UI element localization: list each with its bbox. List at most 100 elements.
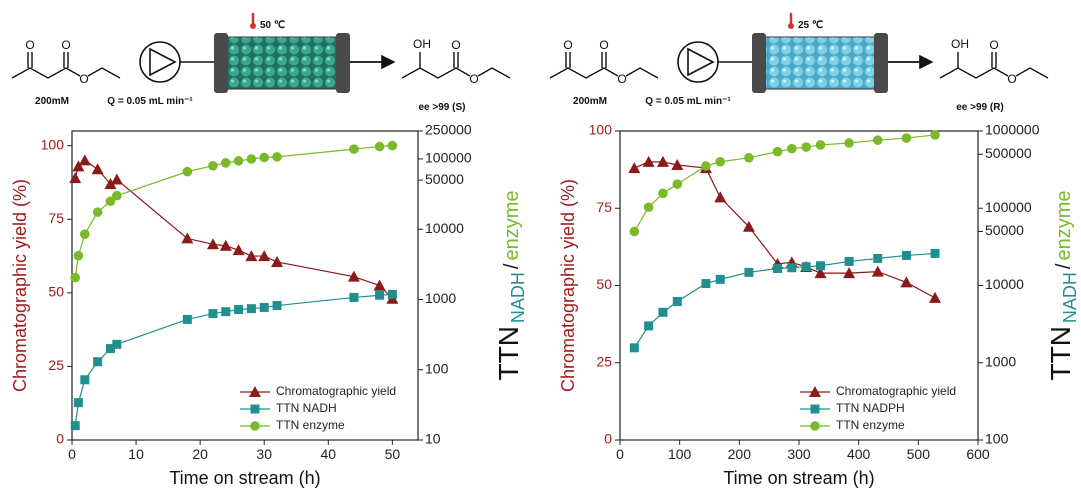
legend-marker bbox=[249, 386, 261, 397]
series bbox=[69, 154, 399, 304]
legend-marker bbox=[809, 386, 821, 397]
marker-square bbox=[93, 357, 103, 367]
atom-label: O bbox=[451, 38, 460, 52]
y2-tick-label: 50000 bbox=[985, 222, 1024, 238]
marker-square bbox=[105, 344, 115, 354]
y-tick-label: 0 bbox=[56, 431, 64, 447]
y2-axis-label: TTN NADH / enzyme bbox=[1045, 190, 1080, 380]
chart: 0 10 20 30 40 50 0 25 50 75 100 10 100 1000 10000 50000… bbox=[10, 122, 528, 488]
y-tick-label: 75 bbox=[596, 199, 612, 215]
x-tick-label: 0 bbox=[616, 446, 624, 462]
marker-square bbox=[73, 398, 83, 408]
legend-label: Chromatographic yield bbox=[836, 384, 956, 398]
marker-triangle bbox=[181, 232, 194, 244]
y2-tick-label: 100 bbox=[985, 431, 1009, 447]
marker-circle bbox=[701, 161, 711, 171]
marker-square bbox=[644, 321, 654, 331]
marker-circle bbox=[70, 272, 81, 283]
marker-circle bbox=[112, 190, 122, 201]
marker-triangle bbox=[671, 158, 684, 170]
series bbox=[628, 155, 942, 303]
y2-tick-label: 1000000 bbox=[985, 122, 1040, 138]
flow-rate: Q = 0.05 mL min⁻¹ bbox=[645, 96, 731, 107]
marker-circle bbox=[930, 130, 940, 140]
marker-triangle bbox=[900, 276, 913, 288]
enantiomeric-excess: ee >99 (S) bbox=[419, 102, 466, 113]
x-tick-label: 20 bbox=[192, 446, 208, 462]
marker-circle bbox=[643, 202, 654, 213]
marker-triangle bbox=[258, 250, 271, 262]
atom-label: O bbox=[989, 38, 998, 52]
y-tick-label: 50 bbox=[596, 276, 612, 292]
marker-triangle bbox=[72, 160, 85, 172]
y2-axis-label-part: / bbox=[1053, 263, 1075, 269]
marker-square bbox=[349, 292, 359, 302]
marker-circle bbox=[259, 152, 270, 163]
marker-triangle bbox=[656, 155, 669, 167]
y-tick-label: 25 bbox=[48, 357, 64, 373]
x-axis-label: Time on stream (h) bbox=[169, 468, 320, 488]
marker-circle bbox=[387, 140, 398, 151]
y2-axis-label-part: NADH bbox=[1060, 272, 1080, 323]
marker-triangle bbox=[929, 291, 942, 303]
atom-label: OH bbox=[951, 37, 969, 51]
series-line bbox=[74, 144, 393, 278]
y2-axis-label-part: TTN bbox=[493, 326, 524, 380]
marker-triangle bbox=[91, 163, 104, 175]
y2-axis-label-part: TTN bbox=[1045, 326, 1076, 380]
x-tick-label: 600 bbox=[966, 446, 990, 462]
marker-triangle bbox=[642, 155, 655, 167]
x-tick-label: 0 bbox=[68, 446, 76, 462]
bond bbox=[549, 67, 619, 79]
marker-circle bbox=[182, 166, 193, 177]
marker-square bbox=[375, 290, 385, 300]
y2-axis-label-part: NADH bbox=[508, 272, 528, 323]
thermometer-bulb bbox=[250, 23, 256, 29]
y-tick-label: 75 bbox=[48, 210, 64, 226]
x-tick-label: 30 bbox=[256, 446, 272, 462]
marker-circle bbox=[629, 226, 640, 237]
y2-tick-label: 500000 bbox=[985, 145, 1032, 161]
marker-square bbox=[787, 263, 797, 273]
x-tick-label: 500 bbox=[907, 446, 931, 462]
marker-square bbox=[744, 267, 754, 277]
atom-label: O bbox=[599, 38, 608, 52]
legend-label: TTN enzyme bbox=[276, 418, 345, 432]
temperature: 25 ℃ bbox=[798, 20, 823, 31]
marker-square bbox=[658, 307, 668, 317]
series bbox=[629, 248, 940, 353]
marker-triangle bbox=[69, 172, 82, 184]
y2-tick-label: 250000 bbox=[425, 122, 472, 138]
marker-circle bbox=[844, 138, 854, 148]
marker-square bbox=[182, 314, 192, 324]
y-tick-label: 100 bbox=[41, 136, 65, 152]
y-tick-label: 100 bbox=[589, 122, 613, 138]
column-cap bbox=[874, 33, 888, 93]
x-tick-label: 300 bbox=[787, 446, 811, 462]
atom-label: O bbox=[1007, 72, 1016, 86]
marker-triangle bbox=[232, 244, 245, 256]
concentration: 200mM bbox=[573, 96, 607, 107]
y-tick-label: 25 bbox=[596, 353, 612, 369]
marker-circle bbox=[246, 154, 257, 164]
marker-square bbox=[701, 279, 711, 289]
y-tick-label: 50 bbox=[48, 284, 64, 300]
marker-triangle bbox=[110, 173, 123, 185]
column-cap bbox=[214, 33, 228, 93]
marker-square bbox=[272, 301, 282, 311]
marker-square bbox=[234, 305, 244, 315]
marker-square bbox=[80, 375, 90, 385]
bond bbox=[477, 67, 511, 79]
marker-triangle bbox=[104, 177, 117, 189]
legend-label: TTN enzyme bbox=[836, 418, 905, 432]
pump-icon bbox=[687, 47, 715, 77]
reaction-scheme: O O O 200mM Q = 0.05 mL min⁻¹ 25 ℃ OH O Oee >99 … bbox=[549, 12, 1049, 113]
marker-circle bbox=[744, 152, 754, 163]
y2-axis-label-part: enzyme bbox=[501, 190, 523, 260]
marker-square bbox=[387, 289, 397, 299]
marker-triangle bbox=[206, 238, 219, 250]
y2-tick-label: 1000 bbox=[425, 290, 456, 306]
x-tick-label: 200 bbox=[728, 446, 752, 462]
atom-label: O bbox=[79, 72, 88, 86]
